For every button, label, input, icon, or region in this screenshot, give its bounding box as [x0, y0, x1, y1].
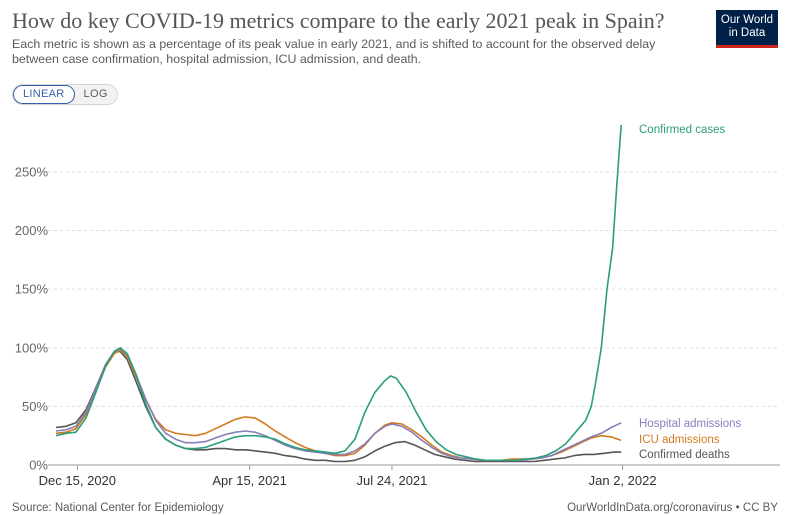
series-line-confirmed-cases[interactable]: [55, 124, 622, 462]
chart-title: How do key COVID-19 metrics compare to t…: [12, 8, 665, 33]
owid-logo[interactable]: Our World in Data: [716, 10, 778, 48]
license-credit[interactable]: OurWorldInData.org/coronavirus • CC BY: [567, 502, 778, 514]
series-line-confirmed-deaths[interactable]: [55, 350, 622, 463]
log-scale-button[interactable]: LOG: [83, 88, 108, 100]
y-tick-label: 250%: [15, 164, 49, 179]
y-tick-label: 200%: [15, 223, 49, 238]
y-tick-label: 100%: [15, 340, 49, 355]
chart-subtitle: Each metric is shown as a percentage of …: [12, 37, 656, 66]
logo-line-1: Our World: [720, 14, 774, 26]
series-label-confirmed-cases[interactable]: Confirmed cases: [639, 124, 726, 136]
linear-scale-button[interactable]: LINEAR: [13, 85, 75, 104]
logo-line-2: in Data: [728, 27, 766, 39]
x-tick-label: Jan 2, 2022: [589, 473, 657, 488]
scale-toggle: LINEAR LOG: [12, 84, 118, 105]
x-tick-label: Jul 24, 2021: [357, 473, 428, 488]
series-line-icu-admissions[interactable]: [55, 349, 622, 462]
y-tick-label: 150%: [15, 282, 49, 297]
x-tick-label: Dec 15, 2020: [39, 473, 116, 488]
series-label-confirmed-deaths[interactable]: Confirmed deaths: [639, 449, 730, 461]
series-label-hospital-admissions[interactable]: Hospital admissions: [639, 418, 742, 430]
source-note[interactable]: Source: National Center for Epidemiology: [12, 502, 224, 514]
series-line-hospital-admissions[interactable]: [55, 348, 622, 462]
y-tick-label: 50%: [22, 399, 48, 414]
y-tick-label: 0%: [29, 458, 48, 473]
x-tick-label: Apr 15, 2021: [212, 473, 286, 488]
series-label-icu-admissions[interactable]: ICU admissions: [639, 434, 720, 446]
